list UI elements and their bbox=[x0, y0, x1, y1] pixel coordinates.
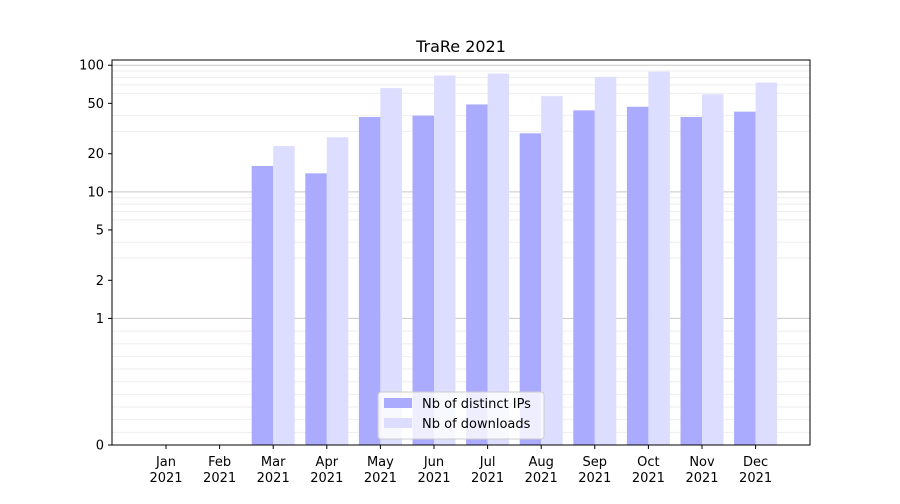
x-tick-label-month: Dec bbox=[743, 455, 768, 470]
bar-downloads bbox=[594, 76, 617, 446]
legend-label: Nb of downloads bbox=[422, 417, 531, 432]
bar-distinct-ips bbox=[305, 173, 327, 445]
x-tick-label-month: Oct bbox=[637, 455, 659, 470]
bar-downloads bbox=[755, 82, 778, 445]
legend-label: Nb of distinct IPs bbox=[422, 397, 531, 412]
x-tick-label-year: 2021 bbox=[203, 471, 236, 486]
bar-distinct-ips bbox=[680, 117, 702, 446]
plot-frame bbox=[111, 59, 811, 446]
x-tick-label-year: 2021 bbox=[685, 471, 718, 486]
x-tick-label-year: 2021 bbox=[525, 471, 558, 486]
x-tick-label-month: Aug bbox=[529, 455, 554, 470]
bar-distinct-ips bbox=[466, 104, 488, 445]
x-tick-label-year: 2021 bbox=[310, 471, 343, 486]
y-tick-label: 100 bbox=[79, 59, 104, 74]
x-tick-label-month: Jun bbox=[423, 455, 444, 470]
x-tick-label-month: Apr bbox=[316, 455, 339, 470]
legend-swatch bbox=[384, 418, 412, 428]
y-tick-label: 5 bbox=[96, 223, 104, 238]
x-tick-label-year: 2021 bbox=[257, 471, 290, 486]
bar-distinct-ips bbox=[358, 117, 381, 446]
bar-downloads bbox=[380, 88, 402, 445]
bar-downloads bbox=[541, 96, 563, 446]
x-tick-label-year: 2021 bbox=[578, 471, 611, 486]
x-tick-label-year: 2021 bbox=[471, 471, 504, 486]
bars bbox=[251, 71, 778, 446]
y-tick-label: 20 bbox=[87, 147, 104, 162]
y-tick-label: 1 bbox=[96, 312, 104, 327]
x-tick-label-year: 2021 bbox=[149, 471, 182, 486]
bar-downloads bbox=[273, 146, 295, 445]
legend: Nb of distinct IPs Nb of downloads bbox=[377, 391, 545, 440]
bar-downloads bbox=[648, 71, 670, 446]
bar-distinct-ips bbox=[626, 106, 649, 445]
x-tick-label-month: Feb bbox=[208, 455, 231, 470]
bar-distinct-ips bbox=[519, 133, 542, 445]
x-axis: Jan2021Feb2021Mar2021Apr2021May2021Jun20… bbox=[149, 445, 772, 486]
x-tick-label-month: Jul bbox=[479, 455, 496, 470]
bar-downloads bbox=[702, 94, 724, 446]
bar-distinct-ips bbox=[412, 115, 434, 445]
bar-distinct-ips bbox=[251, 165, 274, 446]
y-tick-label: 50 bbox=[87, 97, 104, 112]
chart-title: TraRe 2021 bbox=[415, 37, 506, 56]
bar-downloads bbox=[326, 137, 349, 446]
x-tick-label-month: Jan bbox=[155, 455, 176, 470]
y-tick-label: 0 bbox=[96, 439, 104, 454]
x-tick-label-year: 2021 bbox=[632, 471, 665, 486]
y-tick-label: 2 bbox=[96, 274, 104, 289]
bar-distinct-ips bbox=[734, 111, 756, 445]
x-tick-label-month: Nov bbox=[689, 455, 715, 470]
x-tick-label-year: 2021 bbox=[417, 471, 450, 486]
bar-downloads bbox=[487, 73, 510, 445]
y-tick-label: 10 bbox=[87, 185, 104, 200]
x-tick-label-month: Mar bbox=[261, 455, 286, 470]
legend-box bbox=[377, 391, 545, 440]
x-tick-label-year: 2021 bbox=[739, 471, 772, 486]
x-tick-label-year: 2021 bbox=[364, 471, 397, 486]
x-tick-label-month: May bbox=[367, 455, 394, 470]
y-axis: 0 1 2 5 10 20 50 100 bbox=[79, 59, 112, 454]
bar-downloads bbox=[434, 75, 456, 446]
legend-swatch bbox=[384, 398, 412, 408]
bar-distinct-ips bbox=[573, 110, 595, 445]
x-tick-label-month: Sep bbox=[583, 455, 608, 470]
